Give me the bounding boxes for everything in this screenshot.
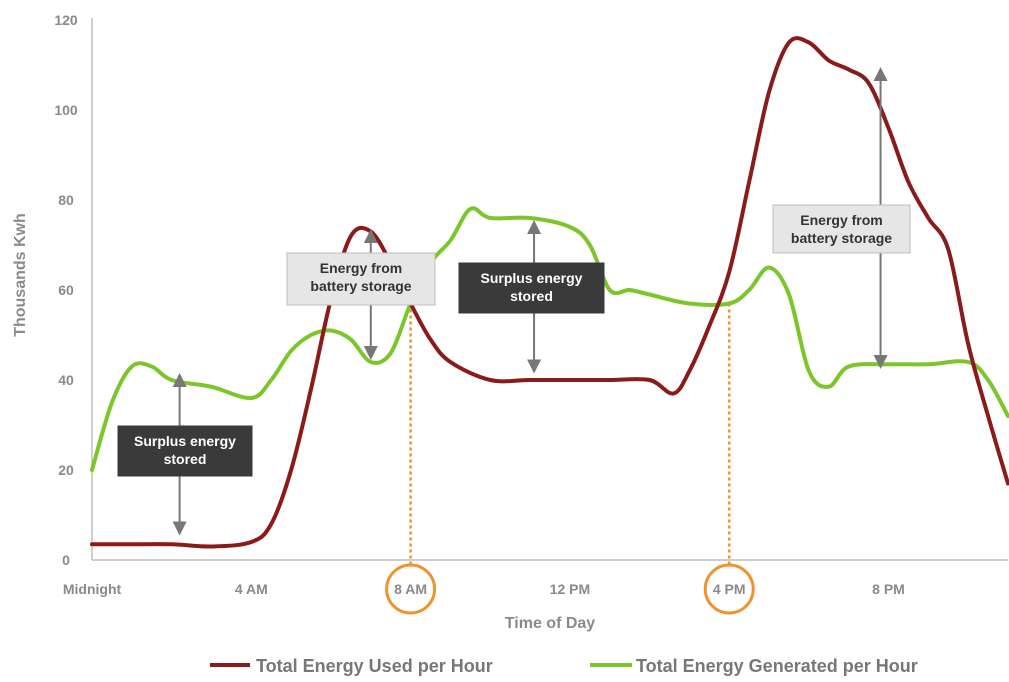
- annotation-box: [458, 262, 605, 314]
- x-tick-label: 8 PM: [872, 581, 905, 597]
- x-tick-label: 12 PM: [550, 581, 590, 597]
- x-tick-label: 8 AM: [394, 581, 427, 597]
- x-tick-label: 4 PM: [713, 581, 746, 597]
- y-axis-ticks: 0 20 40 60 80 100 120: [54, 12, 78, 568]
- tick-highlight-circle: [703, 563, 755, 615]
- y-tick-label: 80: [58, 192, 74, 208]
- annotation: Surplus energy stored: [458, 220, 605, 374]
- y-tick-label: 20: [58, 462, 74, 478]
- annotation: Energy from battery storage: [772, 67, 911, 369]
- legend-label-used: Total Energy Used per Hour: [256, 656, 493, 676]
- annotation-text: Energy from: [800, 212, 882, 228]
- annotation-box: [286, 252, 436, 306]
- legend-label-generated: Total Energy Generated per Hour: [636, 656, 918, 676]
- annotation-box: [772, 204, 911, 254]
- series-line-energy-used: [90, 36, 1009, 549]
- annotation-text: battery storage: [310, 278, 411, 294]
- crossover-guides: [409, 303, 731, 566]
- annotation-text: Energy from: [320, 260, 402, 276]
- annotation-text: battery storage: [791, 230, 892, 246]
- x-axis-title: Time of Day: [505, 615, 596, 632]
- series-lines: [90, 36, 1009, 549]
- y-tick-label: 100: [54, 102, 78, 118]
- y-tick-label: 120: [54, 12, 78, 28]
- annotation-text: Surplus energy: [481, 270, 583, 286]
- y-tick-label: 0: [62, 552, 70, 568]
- y-tick-label: 40: [58, 372, 74, 388]
- y-tick-label: 60: [58, 282, 74, 298]
- x-axis-ticks: Midnight 4 AM 8 AM 12 PM 4 PM 8 PM: [63, 563, 905, 615]
- annotation-text: Surplus energy: [134, 433, 236, 449]
- series-line-energy-generated: [90, 206, 1009, 472]
- x-tick-label: Midnight: [63, 581, 122, 597]
- annotation-box: [117, 425, 253, 477]
- tick-highlight-circle: [385, 563, 437, 615]
- annotation-text: stored: [510, 288, 553, 304]
- annotations: Surplus energy stored Energy from battery s…: [117, 67, 911, 536]
- annotation: Energy from battery storage: [286, 229, 436, 360]
- y-axis-title: Thousands Kwh: [12, 213, 29, 337]
- annotation-text: stored: [164, 451, 207, 467]
- x-tick-label: 4 AM: [235, 581, 268, 597]
- legend: Total Energy Used per Hour Total Energy …: [210, 656, 918, 676]
- annotation: Surplus energy stored: [117, 373, 253, 536]
